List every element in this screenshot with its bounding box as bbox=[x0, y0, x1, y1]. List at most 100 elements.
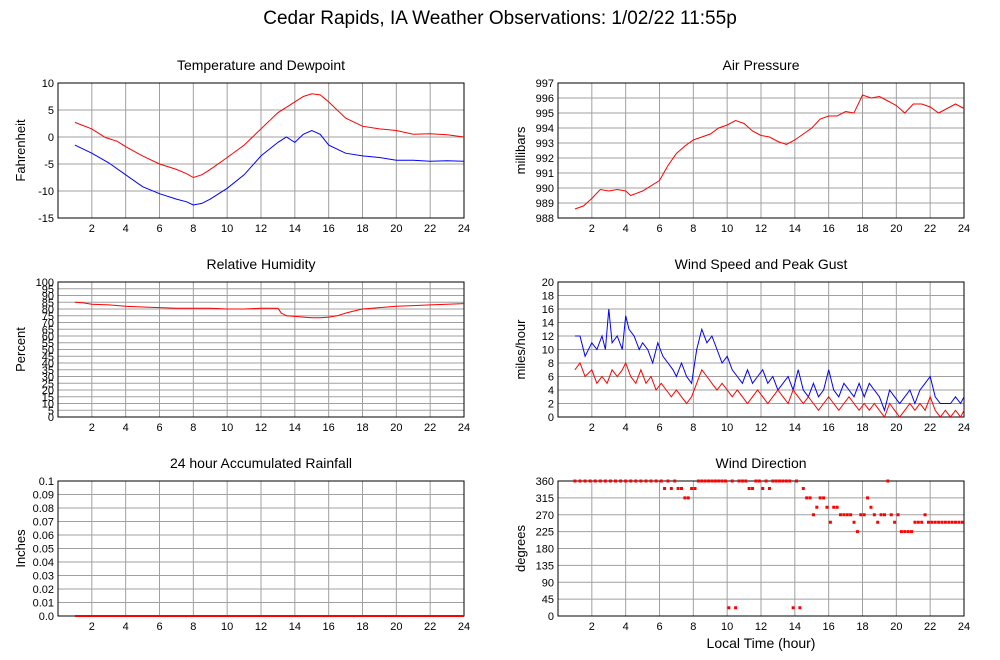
x-tick-label: 6 bbox=[656, 621, 662, 633]
x-tick-label: 2 bbox=[589, 621, 595, 633]
data-point bbox=[669, 487, 673, 490]
y-tick-label: 65 bbox=[42, 324, 54, 336]
data-point bbox=[954, 520, 958, 524]
data-point bbox=[713, 479, 717, 483]
data-point bbox=[624, 479, 628, 483]
y-tick-label: 10 bbox=[542, 345, 554, 357]
data-point bbox=[649, 479, 653, 483]
series-line bbox=[74, 301, 465, 319]
data-point bbox=[795, 479, 799, 483]
data-point bbox=[727, 606, 731, 610]
data-point bbox=[798, 606, 802, 610]
plot-border bbox=[57, 82, 465, 219]
x-tick-label: 24 bbox=[458, 621, 470, 633]
data-point bbox=[676, 487, 680, 490]
data-point bbox=[720, 479, 724, 483]
x-tick-label: 2 bbox=[89, 223, 95, 235]
data-point bbox=[828, 520, 832, 524]
data-point bbox=[654, 479, 658, 483]
x-tick-label: 24 bbox=[958, 621, 970, 633]
chart-temp: 2 4 6 8 10 12 14 16 18 20 22 24-15-10-50510Temperat… bbox=[13, 57, 470, 235]
y-tick-label: 100 bbox=[36, 277, 54, 289]
x-tick-label: 14 bbox=[289, 223, 301, 235]
series-line bbox=[74, 129, 465, 206]
data-point bbox=[767, 487, 771, 490]
y-tick-label: 14 bbox=[542, 318, 554, 330]
data-point bbox=[619, 479, 623, 483]
chart-direction: 2 4 6 8 10 12 14 16 18 20 22 2404590135180225270315… bbox=[513, 455, 970, 651]
y-tick-label: 60 bbox=[42, 331, 54, 343]
y-tick-label: 80 bbox=[42, 304, 54, 316]
x-tick-label: 16 bbox=[823, 223, 835, 235]
y-tick-label: 20 bbox=[542, 277, 554, 289]
x-tick-label: 8 bbox=[690, 223, 696, 235]
y-tick-label: 90 bbox=[542, 577, 554, 589]
data-point bbox=[947, 520, 951, 524]
plot-border bbox=[57, 281, 465, 418]
x-tick-label: 24 bbox=[458, 223, 470, 235]
x-tick-label: 8 bbox=[190, 223, 196, 235]
data-point bbox=[943, 520, 947, 524]
x-tick-label: 8 bbox=[190, 422, 196, 434]
data-point bbox=[788, 479, 792, 483]
y-tick-label: 995 bbox=[536, 108, 554, 120]
x-tick-label: 14 bbox=[289, 422, 301, 434]
y-tick-label: 5 bbox=[48, 105, 54, 117]
data-point bbox=[852, 520, 856, 524]
data-point bbox=[747, 487, 751, 490]
data-point bbox=[845, 513, 849, 517]
y-tick-label: -5 bbox=[44, 159, 54, 171]
y-tick-label: 90 bbox=[42, 291, 54, 303]
x-tick-label: 16 bbox=[823, 422, 835, 434]
y-tick-label: 40 bbox=[42, 358, 54, 370]
data-point bbox=[730, 479, 734, 483]
data-point bbox=[811, 513, 815, 517]
data-point bbox=[926, 520, 930, 524]
x-tick-label: 10 bbox=[721, 621, 733, 633]
y-tick-label: 315 bbox=[536, 493, 554, 505]
x-tick-label: 14 bbox=[789, 223, 801, 235]
x-tick-label: 22 bbox=[424, 422, 436, 434]
data-point bbox=[832, 505, 836, 509]
y-tick-label: 2 bbox=[548, 399, 554, 411]
y-tick-label: 45 bbox=[42, 351, 54, 363]
y-tick-label: 0 bbox=[548, 412, 554, 424]
series-line bbox=[574, 308, 965, 412]
data-point bbox=[906, 530, 910, 534]
data-point bbox=[717, 479, 721, 483]
data-point bbox=[879, 513, 883, 517]
x-tick-label: 24 bbox=[958, 223, 970, 235]
data-point bbox=[913, 520, 917, 524]
data-point bbox=[916, 520, 920, 524]
x-tick-label: 2 bbox=[89, 422, 95, 434]
x-tick-label: 22 bbox=[424, 223, 436, 235]
page-title: Cedar Rapids, IA Weather Observations: 1… bbox=[263, 8, 737, 29]
chart-pressure: 2 4 6 8 10 12 14 16 18 20 22 2498898999099199299399… bbox=[513, 57, 970, 235]
y-tick-label: 989 bbox=[536, 198, 554, 210]
x-tick-label: 12 bbox=[755, 621, 767, 633]
data-point bbox=[734, 606, 738, 610]
data-point bbox=[839, 513, 843, 517]
data-point bbox=[778, 479, 782, 483]
x-tick-label: 24 bbox=[958, 422, 970, 434]
y-tick-label: 360 bbox=[536, 476, 554, 488]
data-point bbox=[744, 479, 748, 483]
data-point bbox=[791, 606, 795, 610]
data-point bbox=[869, 505, 873, 509]
y-tick-label: 35 bbox=[42, 365, 54, 377]
y-tick-label: 50 bbox=[42, 345, 54, 357]
x-tick-label: 4 bbox=[123, 621, 129, 633]
data-point bbox=[862, 513, 866, 517]
y-tick-label: -15 bbox=[38, 213, 54, 225]
data-point bbox=[740, 479, 744, 483]
data-point bbox=[693, 487, 697, 490]
data-point bbox=[679, 487, 683, 490]
y-tick-label: 0.0 bbox=[39, 611, 54, 623]
data-point bbox=[876, 520, 880, 524]
y-tick-label: 270 bbox=[536, 510, 554, 522]
x-tick-label: 2 bbox=[589, 223, 595, 235]
y-tick-label: 4 bbox=[548, 385, 554, 397]
x-tick-label: 14 bbox=[789, 621, 801, 633]
x-tick-label: 20 bbox=[390, 621, 402, 633]
data-point bbox=[703, 479, 707, 483]
